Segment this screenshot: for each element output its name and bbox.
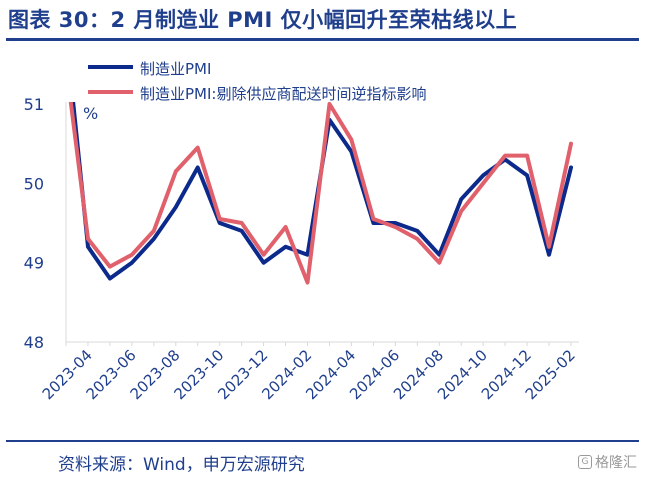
pmi-line-chart: 制造业PMI 制造业PMI:剔除供应商配送时间逆指标影响 % 484950512… — [24, 60, 579, 403]
y-tick-label: 50 — [24, 174, 44, 193]
y-tick-label: 48 — [24, 333, 44, 352]
legend: 制造业PMI 制造业PMI:剔除供应商配送时间逆指标影响 — [88, 60, 426, 103]
legend-label-pmi-adjusted: 制造业PMI:剔除供应商配送时间逆指标影响 — [140, 85, 426, 103]
chart-title: 图表 30：2 月制造业 PMI 仅小幅回升至荣枯线以上 — [8, 8, 518, 32]
series-line-pmi-adjusted — [68, 102, 573, 285]
y-tick-label: 49 — [24, 254, 44, 273]
watermark-text: 格隆汇 — [595, 455, 637, 471]
y-tick-label: 51 — [24, 95, 44, 114]
legend-label-pmi: 制造业PMI — [140, 60, 211, 78]
footer-divider — [6, 440, 639, 442]
series-layer — [68, 102, 573, 285]
title-divider — [6, 38, 639, 41]
axes: 484950512023-042023-062023-082023-102023… — [24, 95, 579, 403]
unit-label: % — [83, 104, 98, 123]
watermark-logo-icon: G — [578, 455, 592, 469]
source-note: 资料来源：Wind，申万宏源研究 — [58, 455, 305, 475]
watermark: G 格隆汇 — [578, 452, 637, 472]
